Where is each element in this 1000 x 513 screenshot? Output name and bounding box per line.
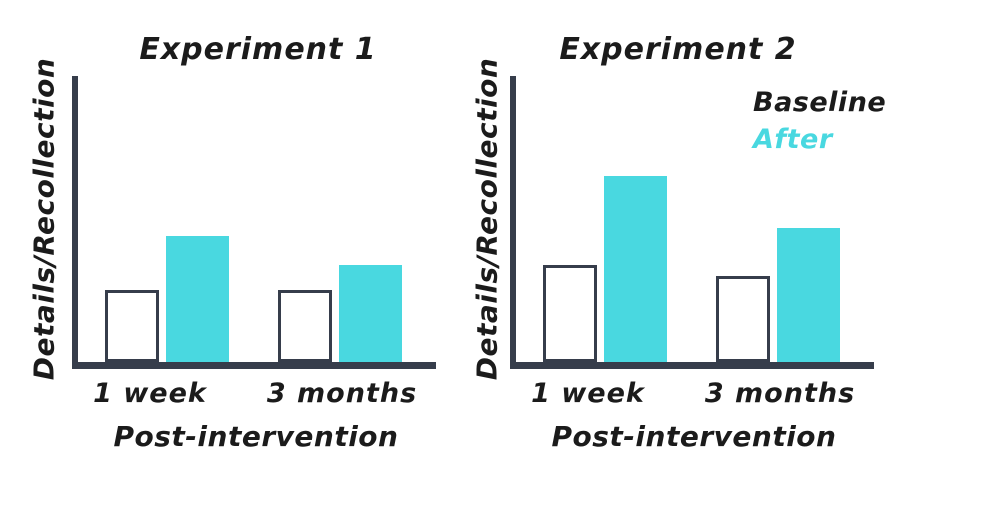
x-tick-label-1-week: 1 week	[93, 378, 207, 409]
chart-experiment-1: Experiment 1 Details/Recollection 1 week…	[0, 0, 460, 513]
bar-baseline-3-months	[278, 290, 332, 362]
legend-baseline-label: Baseline	[753, 87, 887, 118]
x-tick-label-3-months: 3 months	[704, 378, 856, 409]
bar-after-3-months	[339, 265, 402, 362]
plot-area	[72, 76, 436, 369]
x-tick-label-3-months: 3 months	[266, 378, 418, 409]
chart-title: Experiment 1	[139, 32, 377, 67]
chart-title: Experiment 2	[559, 32, 797, 67]
y-axis-label: Details/Recollection	[470, 57, 504, 381]
bar-after-1-week	[166, 236, 229, 362]
legend-after-label: After	[753, 124, 833, 155]
plot-area	[510, 76, 874, 369]
x-axis-label: Post-intervention	[551, 420, 837, 453]
x-tick-label-1-week: 1 week	[531, 378, 645, 409]
chart-experiment-2: Experiment 2 Details/Recollection Baseli…	[438, 0, 898, 513]
y-axis-label: Details/Recollection	[27, 57, 61, 381]
bar-after-1-week	[604, 176, 667, 362]
bar-baseline-1-week	[105, 290, 159, 362]
bar-after-3-months	[777, 228, 840, 362]
legend: Baseline After	[753, 84, 886, 158]
x-axis-label: Post-intervention	[113, 420, 399, 453]
bar-baseline-1-week	[543, 265, 597, 362]
bar-baseline-3-months	[716, 276, 770, 362]
